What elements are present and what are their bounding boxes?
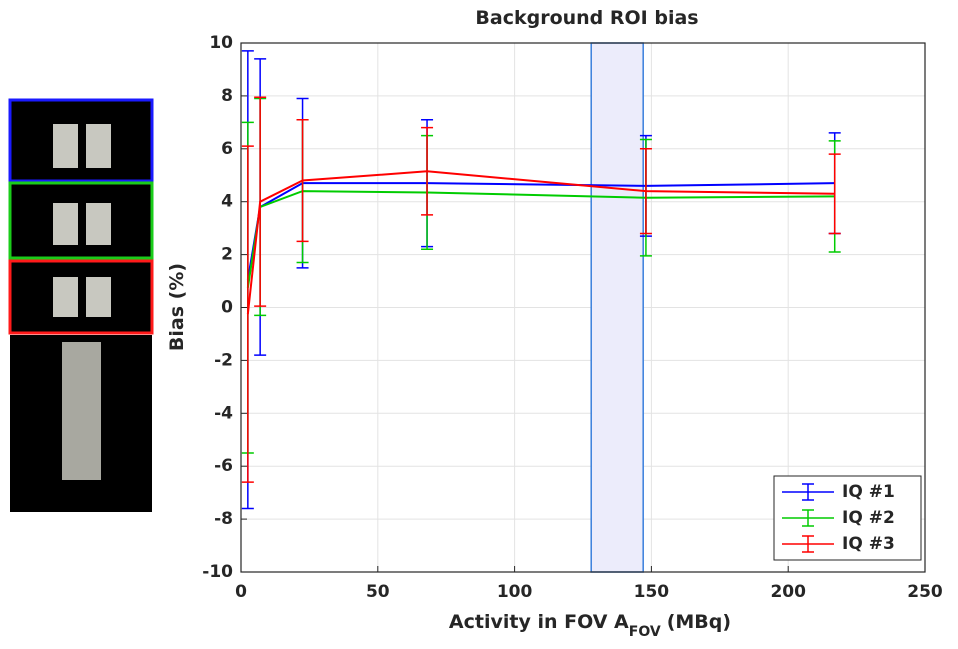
- x-label-unit: (MBq): [667, 611, 731, 633]
- x-tick-label: 100: [497, 582, 533, 602]
- phantom-insert: [78, 275, 86, 317]
- thumbnails: [8, 98, 154, 512]
- y-tick-label: 8: [221, 86, 233, 106]
- y-tick-label: 4: [221, 192, 233, 212]
- y-tick-label: -10: [202, 562, 233, 582]
- x-axis-label: Activity in FOV AFOV (MBq): [449, 611, 731, 640]
- legend-label: IQ #3: [842, 534, 895, 554]
- axes-box: [240, 42, 926, 573]
- legend-label: IQ #2: [842, 508, 895, 528]
- x-tick-label: 50: [366, 582, 390, 602]
- chart-title: Background ROI bias: [475, 7, 698, 29]
- y-tick-label: 2: [221, 245, 233, 265]
- y-tick-label: 10: [209, 33, 233, 53]
- x-tick-label: 0: [235, 582, 247, 602]
- error-bar: [828, 153, 841, 235]
- y-tick-label: -2: [214, 350, 233, 370]
- y-tick-label: -8: [214, 509, 233, 529]
- y-tick-label: -4: [214, 403, 233, 423]
- y-axis-label: Bias (%): [166, 263, 188, 351]
- x-label-sub: FOV: [629, 624, 661, 640]
- legend-label: IQ #1: [842, 482, 895, 502]
- error-bar: [241, 145, 254, 483]
- y-tick-label: -6: [214, 456, 233, 476]
- legend-swatch: [782, 535, 834, 553]
- phantom-insert: [78, 201, 86, 245]
- error-bar: [254, 96, 267, 307]
- phantom-insert: [78, 122, 86, 168]
- x-tick-label: 200: [770, 582, 806, 602]
- error-bar: [296, 118, 309, 243]
- x-tick-label: 250: [907, 582, 943, 602]
- series-line: [246, 170, 835, 315]
- legend-swatch: [782, 509, 834, 527]
- x-tick-label: 150: [634, 582, 670, 602]
- error-bar: [421, 126, 434, 216]
- error-bar: [639, 148, 652, 235]
- shaded-range: [590, 42, 644, 573]
- phantom-long: [62, 342, 101, 480]
- y-tick-label: 6: [221, 139, 233, 159]
- y-tick-label: 0: [221, 298, 233, 318]
- x-label-main: Activity in FOV A: [449, 611, 629, 633]
- legend-swatch: [782, 483, 834, 501]
